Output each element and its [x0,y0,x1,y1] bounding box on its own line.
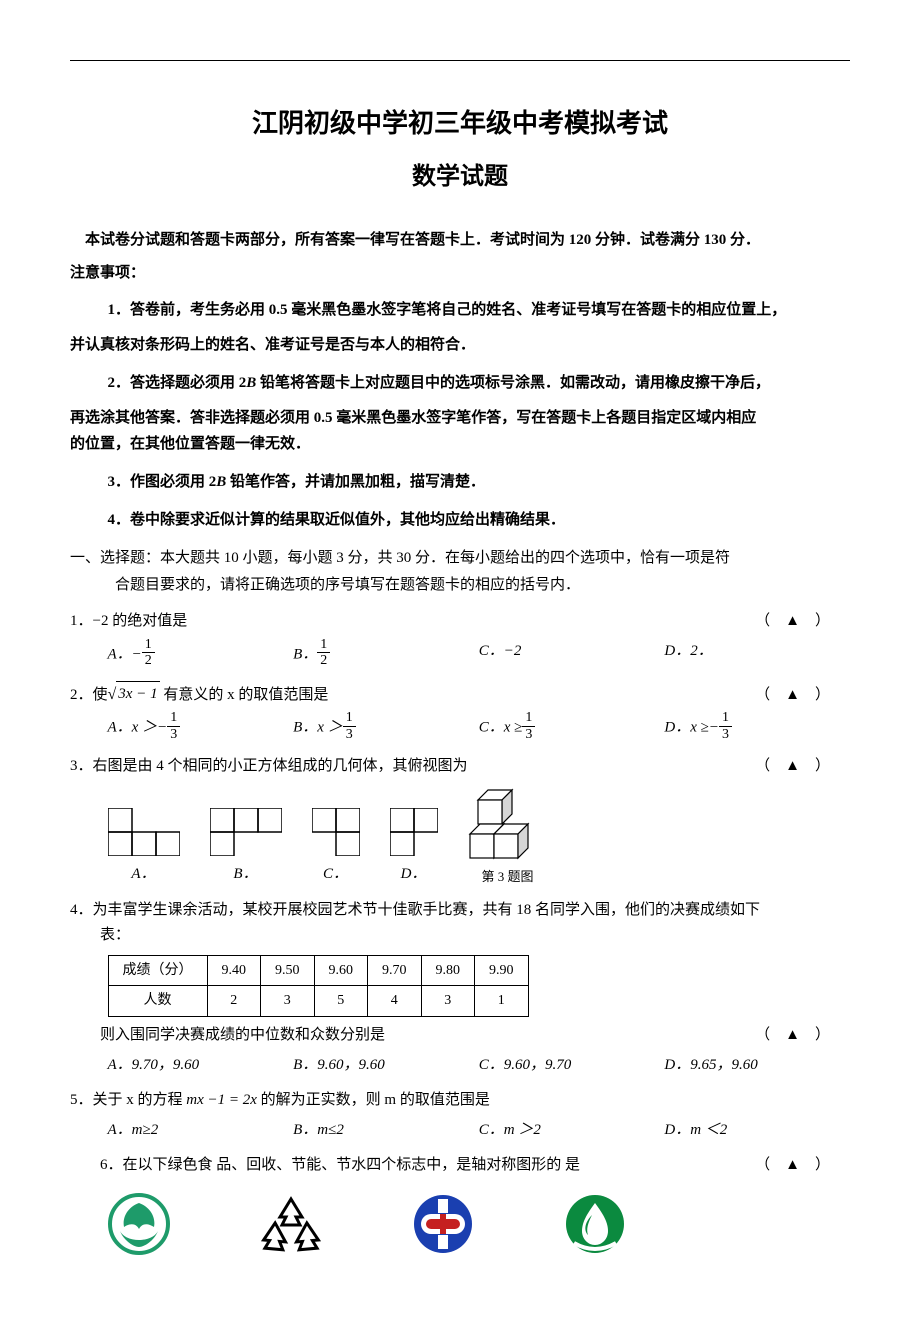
q3-shape-a: A． [108,808,180,888]
question-3: 3．右图是由 4 个相同的小正方体组成的几何体，其俯视图为 （ ▲ ） A． B… [70,754,850,888]
green-food-icon [108,1193,170,1255]
energy-saving-icon [412,1193,474,1255]
table-cell: 9.40 [207,955,261,986]
table-cell: 9.50 [261,955,315,986]
cube-svg [468,788,548,866]
q1-blank: （ ▲ ） [755,609,850,635]
question-5: 5．关于 x 的方程 mx −1 = 2x 的解为正实数，则 m 的取值范围是 … [70,1088,850,1143]
question-2: 2．使√3x − 1 有意义的 x 的取值范围是 （ ▲ ） A．x ＞−13 … [70,681,850,744]
question-4: 4．为丰富学生课余活动，某校开展校园艺术节十佳歌手比赛，共有 18 名同学入围，… [70,898,850,1079]
q5-opt-b: B．m≤2 [293,1118,479,1144]
q4-blank: （ ▲ ） [755,1023,850,1049]
shape-d-svg [390,808,438,856]
table-cell: 5 [314,986,368,1017]
water-saving-icon [564,1193,626,1255]
q4-opt-c: C．9.60，9.70 [479,1053,665,1079]
q4-tail: 则入围同学决赛成绩的中位数和众数分别是 [100,1023,755,1049]
table-cell: 1 [475,986,529,1017]
notice-3: 3．作图必须用 2B 铅笔作答，并请加黑加粗，描写清楚． [70,467,850,497]
notice-2a: 2．答选择题必须用 2B 铅笔将答题卡上对应题目中的选项标号涂黑．如需改动，请用… [70,368,850,398]
q3-text: 3．右图是由 4 个相同的小正方体组成的几何体，其俯视图为 [70,754,755,780]
shape-b-svg [210,808,282,856]
q1-opt-d: D．2． [664,639,850,671]
q5-opt-c: C．m ＞2 [479,1118,665,1144]
table-cell: 2 [207,986,261,1017]
q2-opt-b: B．x ＞13 [293,712,479,744]
q3-cube-figure: 第 3 题图 [468,788,548,888]
intro-text: 本试卷分试题和答题卡两部分，所有答案一律写在答题卡上．考试时间为 120 分钟．… [70,228,850,254]
question-1: 1．−2 的绝对值是 （ ▲ ） A．−12 B．12 C．−2 D．2． [70,609,850,670]
page-title: 江阴初级中学初三年级中考模拟考试 [70,101,850,145]
question-6: 6．在以下绿色食 品、回收、节能、节水四个标志中，是轴对称图形的 是 （ ▲ ） [70,1153,850,1255]
notice-heading: 注意事项： [70,261,850,287]
table-cell: 3 [421,986,475,1017]
q3-blank: （ ▲ ） [755,754,850,780]
q1-opt-a: A．−12 [108,639,294,671]
table-cell: 9.70 [368,955,422,986]
notice-2b: 再选涂其他答案．答非选择题必须用 0.5 毫米黑色墨水签字笔作答，写在答题卡上各… [70,406,850,432]
shape-c-svg [312,808,360,856]
table-cell: 4 [368,986,422,1017]
table-cell: 9.60 [314,955,368,986]
q4-opt-b: B．9.60，9.60 [293,1053,479,1079]
notice-1a: 1．答卷前，考生务必用 0.5 毫米黑色墨水签字笔将自己的姓名、准考证号填写在答… [70,295,850,325]
table-row: 成绩（分） 9.40 9.50 9.60 9.70 9.80 9.90 [108,955,528,986]
q2-opt-d: D．x ≥−13 [664,712,850,744]
q5-opt-d: D．m ＜2 [664,1118,850,1144]
q2-opt-c: C．x ≥13 [479,712,665,744]
q5-opt-a: A．m≥2 [108,1118,294,1144]
q1-opt-b: B．12 [293,639,479,671]
q5-text: 5．关于 x 的方程 mx −1 = 2x 的解为正实数，则 m 的取值范围是 [70,1088,850,1114]
q2-opt-a: A．x ＞−13 [108,712,294,744]
q1-opt-c: C．−2 [479,639,665,671]
table-cell: 人数 [108,986,207,1017]
page-subtitle: 数学试题 [70,157,850,198]
q2-blank: （ ▲ ） [755,683,850,709]
q4-opt-a: A．9.70，9.60 [108,1053,294,1079]
q4-opt-d: D．9.65，9.60 [664,1053,850,1079]
table-cell: 9.90 [475,955,529,986]
shape-a-svg [108,808,180,856]
notice-4: 4．卷中除要求近似计算的结果取近似值外，其他均应给出精确结果． [70,505,850,535]
q3-shape-b: B． [210,808,282,888]
q1-text: 1．−2 的绝对值是 [70,609,755,635]
notice-1b: 并认真核对条形码上的姓名、准考证号是否与本人的相符合． [70,333,850,359]
q4-line1: 4．为丰富学生课余活动，某校开展校园艺术节十佳歌手比赛，共有 18 名同学入围，… [70,898,850,924]
table-cell: 成绩（分） [108,955,207,986]
table-cell: 9.80 [421,955,475,986]
table-row: 人数 2 3 5 4 3 1 [108,986,528,1017]
q3-shape-c: C． [312,808,360,888]
notice-2c: 的位置，在其他位置答题一律无效． [70,432,850,458]
q2-text: 2．使√3x − 1 有意义的 x 的取值范围是 [70,681,755,709]
q4-line2: 表： [70,923,850,949]
q4-table: 成绩（分） 9.40 9.50 9.60 9.70 9.80 9.90 人数 2… [108,955,529,1018]
q6-text: 6．在以下绿色食 品、回收、节能、节水四个标志中，是轴对称图形的 是 [100,1153,755,1179]
q6-blank: （ ▲ ） [755,1153,850,1179]
recycle-icon [260,1193,322,1255]
table-cell: 3 [261,986,315,1017]
q3-shape-d: D． [390,808,438,888]
top-rule [70,60,850,61]
section-1-header: 一、选择题：本大题共 10 小题，每小题 3 分，共 30 分．在每小题给出的四… [70,545,850,599]
